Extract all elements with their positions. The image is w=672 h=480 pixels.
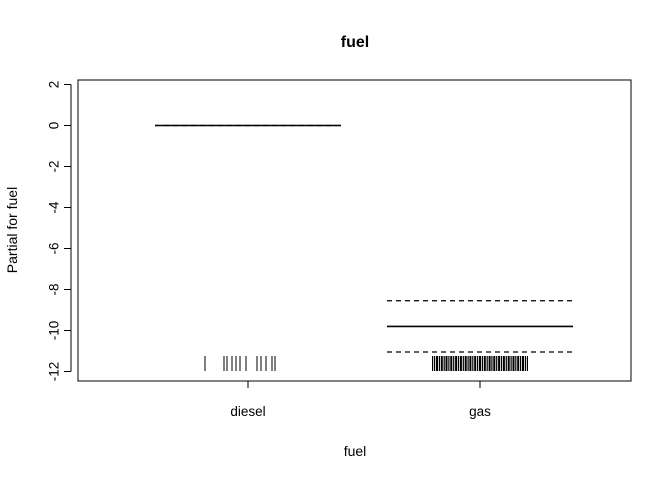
chart-title: fuel [341, 34, 369, 51]
y-tick-label: -12 [47, 362, 62, 382]
x-axis-label: fuel [344, 443, 367, 459]
y-tick-label: -4 [47, 201, 62, 213]
chart-marks [155, 124, 573, 371]
y-tick-label: -2 [47, 160, 62, 172]
y-tick-label: -6 [47, 242, 62, 254]
y-tick-label: -10 [47, 321, 62, 341]
y-tick-label: -8 [47, 283, 62, 295]
y-tick-label: 0 [47, 122, 62, 130]
x-axis: diesel gas [230, 380, 491, 419]
x-tick-label: gas [469, 404, 491, 419]
x-tick-label: diesel [230, 404, 265, 419]
y-axis-label: Partial for fuel [4, 187, 20, 273]
y-axis: 2 0 -2 -4 -6 -8 -10 -12 [47, 81, 72, 382]
y-tick-label: 2 [47, 81, 62, 89]
